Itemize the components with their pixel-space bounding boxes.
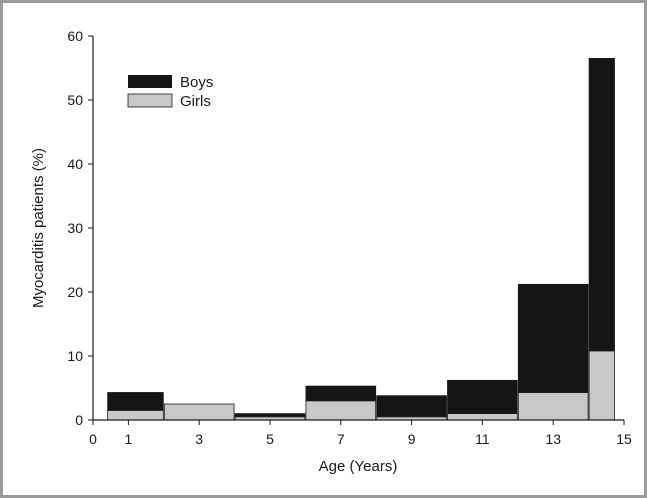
legend-swatch-girls (127, 93, 173, 108)
bars-layer (107, 58, 615, 421)
x-tick-label: 13 (545, 431, 561, 447)
legend: Boys Girls (127, 74, 213, 110)
x-tick-label: 15 (616, 431, 632, 447)
y-tick-label: 30 (67, 220, 83, 236)
bar-girls-5 (447, 413, 518, 421)
bar-boys-2 (234, 413, 306, 418)
bar-boys-3 (305, 385, 377, 402)
y-tick-label: 50 (67, 92, 83, 108)
bar-boys-5 (447, 379, 518, 415)
legend-label-girls: Girls (180, 93, 211, 110)
y-tick-label: 10 (67, 348, 83, 364)
bar-girls-7 (588, 350, 615, 421)
y-tick-label: 40 (67, 156, 83, 172)
bar-boys-0 (107, 392, 164, 411)
bar-girls-1 (163, 403, 235, 421)
bar-girls-6 (517, 392, 589, 421)
bar-girls-0 (107, 409, 164, 421)
y-axis-ticks: 0 10 20 30 40 50 60 (67, 28, 93, 428)
x-tick-label: 11 (475, 431, 490, 447)
x-tick-label: 9 (408, 431, 416, 447)
x-tick-label: 5 (266, 431, 274, 447)
x-tick-label: 7 (337, 431, 345, 447)
bar-boys-4 (376, 395, 447, 418)
x-tick-label: 1 (125, 431, 133, 447)
x-tick-label: 0 (89, 431, 97, 447)
bar-boys-6 (517, 283, 589, 393)
legend-label-boys: Boys (180, 74, 213, 91)
legend-swatch-boys (128, 75, 172, 88)
bar-girls-3 (305, 400, 377, 421)
y-tick-label: 20 (67, 284, 83, 300)
x-tick-label: 3 (195, 431, 203, 447)
bar-boys-7 (588, 58, 615, 352)
y-axis-title: Myocarditis patients (%) (30, 148, 47, 308)
x-axis-title: Age (Years) (319, 458, 398, 475)
y-tick-label: 60 (67, 28, 83, 44)
y-tick-label: 0 (75, 412, 83, 428)
x-axis-ticks: 0 1 3 5 7 9 11 13 15 (89, 420, 632, 447)
